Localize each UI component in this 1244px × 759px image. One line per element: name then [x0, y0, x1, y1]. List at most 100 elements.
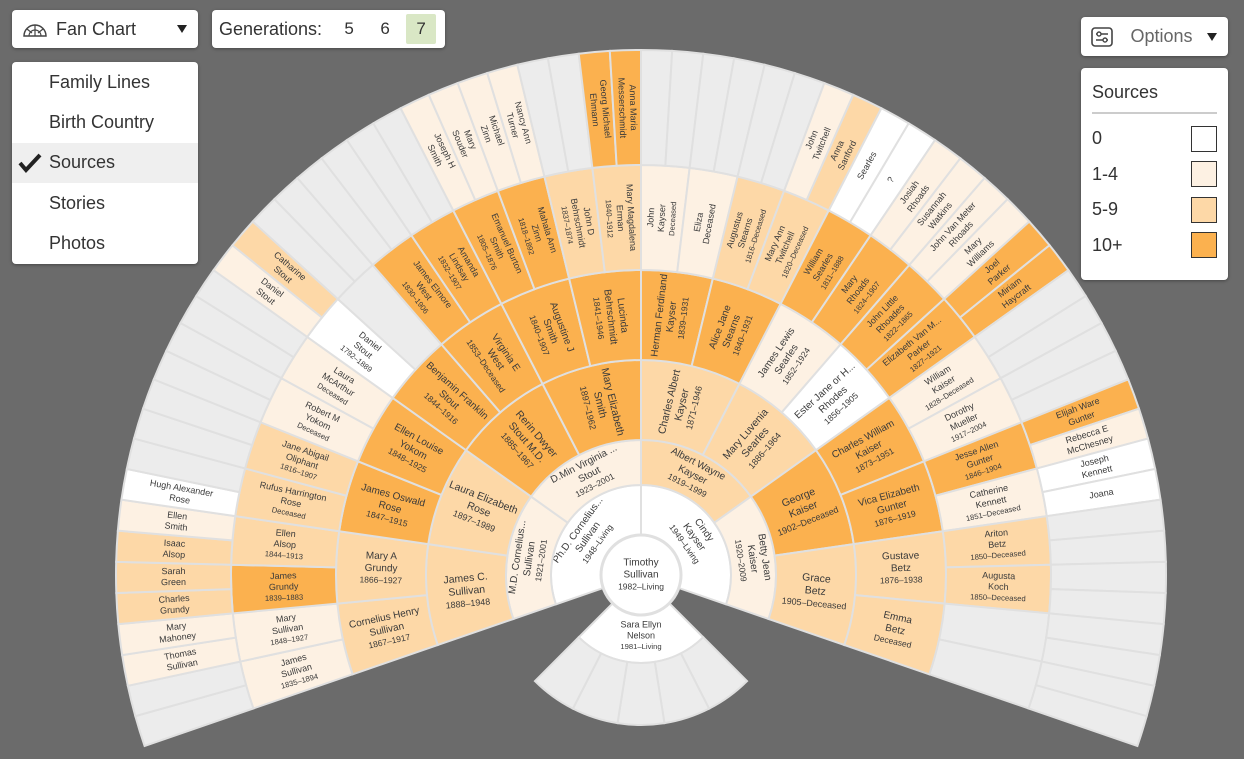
label-line: Messerschmidt	[616, 77, 628, 138]
label-line: Lucinda	[615, 297, 630, 334]
label-line: Ehmann	[588, 93, 601, 127]
label-line: Mary A	[366, 551, 398, 563]
label-line: 1981–Living	[620, 642, 661, 651]
label-line: Ariton	[984, 527, 1008, 539]
label-line: Grundy	[269, 581, 299, 592]
generation-button[interactable]: 7	[406, 14, 437, 44]
label-line: Sara Ellyn	[620, 619, 661, 629]
fan-icon	[23, 24, 47, 37]
label-line: 1876–1938	[880, 574, 923, 585]
caret	[177, 25, 187, 33]
label-line: Green	[161, 577, 186, 587]
label-line: Sullivan	[623, 570, 658, 581]
label-line: Grundy	[160, 604, 191, 616]
menu-item-label: Sources	[49, 152, 116, 173]
label-line: 1850–Deceased	[970, 592, 1026, 603]
label-line: 1840–1912	[604, 199, 615, 238]
label-line: Mary	[166, 620, 188, 632]
person-label: John Kayser Deceased	[645, 201, 678, 236]
legend-swatch	[1191, 125, 1217, 152]
label-line: Isaac	[164, 538, 187, 549]
view-label: Fan Chart	[56, 18, 137, 39]
label-line: Grundy	[365, 563, 398, 575]
label-line: Charles	[158, 593, 190, 605]
generation-button[interactable]: 5	[344, 19, 354, 38]
legend-label: 0	[1092, 128, 1103, 149]
legend-label: 1-4	[1092, 163, 1119, 184]
label-line: ?	[885, 175, 896, 185]
menu-item[interactable]: Stories	[12, 183, 198, 223]
label-line: Sullivan	[448, 583, 486, 598]
legend-title: Sources	[1092, 82, 1217, 114]
legend-swatch	[1191, 232, 1217, 259]
label-line: Rose	[280, 495, 303, 509]
menu-item-label: Photos	[49, 233, 106, 254]
label-line: 1844–1913	[264, 549, 303, 561]
menu-item[interactable]: Photos	[12, 224, 198, 264]
legend-row: 10+	[1092, 228, 1217, 264]
label-line: Joana	[1088, 487, 1114, 501]
label-line: Kaiser	[745, 544, 760, 574]
label-line: Sullivan	[271, 622, 304, 637]
menu-item-label: Stories	[49, 192, 106, 213]
legend-label: 5-9	[1092, 199, 1119, 220]
generation-button[interactable]: 6	[380, 19, 390, 38]
generations-label: Generations:	[219, 18, 323, 39]
label-line: Smith	[164, 520, 188, 533]
label-line: Zinn	[530, 223, 545, 243]
legend: Sources 0 1-4 5-9 10+	[1081, 68, 1228, 280]
person-label: Joana	[1088, 487, 1114, 501]
empty-cell	[1049, 560, 1167, 595]
root-cell[interactable]	[599, 533, 683, 617]
caret	[1206, 32, 1217, 41]
view-selector[interactable]: Fan Chart	[12, 10, 198, 48]
label-line: Sullivan	[522, 541, 538, 577]
menu-item[interactable]: Family Lines	[12, 62, 198, 102]
label-line: Betz	[804, 584, 826, 598]
label-line: Augusta	[982, 570, 1015, 581]
label-line: Rose	[168, 492, 190, 505]
label-line: Erman	[615, 205, 627, 232]
label-line: Sarah	[161, 566, 185, 576]
label-line: Gustave	[882, 550, 920, 562]
options-button[interactable]: Options	[1081, 17, 1228, 56]
legend-row: 0	[1092, 121, 1217, 157]
label-line: Alsop	[273, 538, 296, 550]
empty-cell	[1027, 683, 1148, 748]
menu-item[interactable]: Sources	[12, 142, 198, 184]
view-selector-inner: Fan Chart	[22, 19, 136, 40]
label-line: 1839–1883	[265, 593, 304, 603]
label-line: Betz	[884, 623, 906, 638]
label-line: Ellen	[275, 527, 296, 539]
label-line: James	[270, 570, 297, 581]
label-line: James C.	[443, 570, 488, 586]
label-line: John	[645, 207, 656, 227]
label-line: Anna Maria	[628, 84, 639, 130]
check-icon	[18, 153, 42, 173]
label-line: Betz	[988, 538, 1007, 550]
menu-item-label: Family Lines	[49, 71, 151, 92]
label-line: 1866–1927	[359, 574, 402, 585]
label-line: Nelson	[627, 630, 655, 640]
label-line: Deceased	[667, 201, 678, 236]
label-line: Eliza	[692, 212, 705, 233]
label-line: Ellen	[167, 510, 188, 522]
menu-item-label: Birth Country	[49, 112, 155, 133]
label-line: Betz	[891, 563, 911, 574]
menu-item[interactable]: Birth Country	[12, 102, 198, 142]
options-label: Options	[1130, 26, 1193, 46]
